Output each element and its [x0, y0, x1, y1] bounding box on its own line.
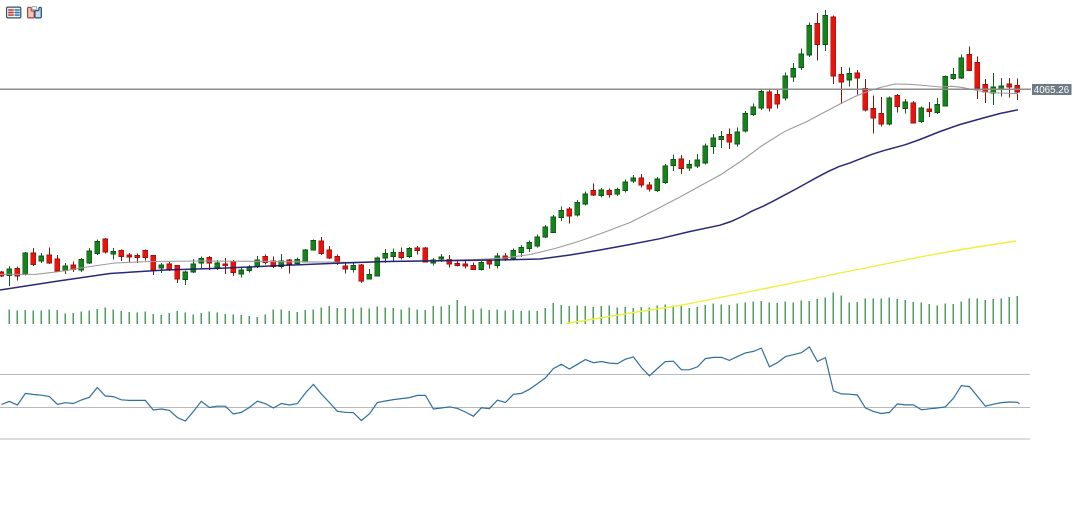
- svg-text:4065.26: 4065.26: [1034, 85, 1070, 96]
